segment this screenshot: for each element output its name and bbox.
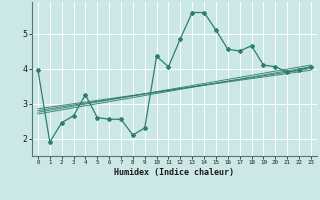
X-axis label: Humidex (Indice chaleur): Humidex (Indice chaleur) [115, 168, 234, 177]
